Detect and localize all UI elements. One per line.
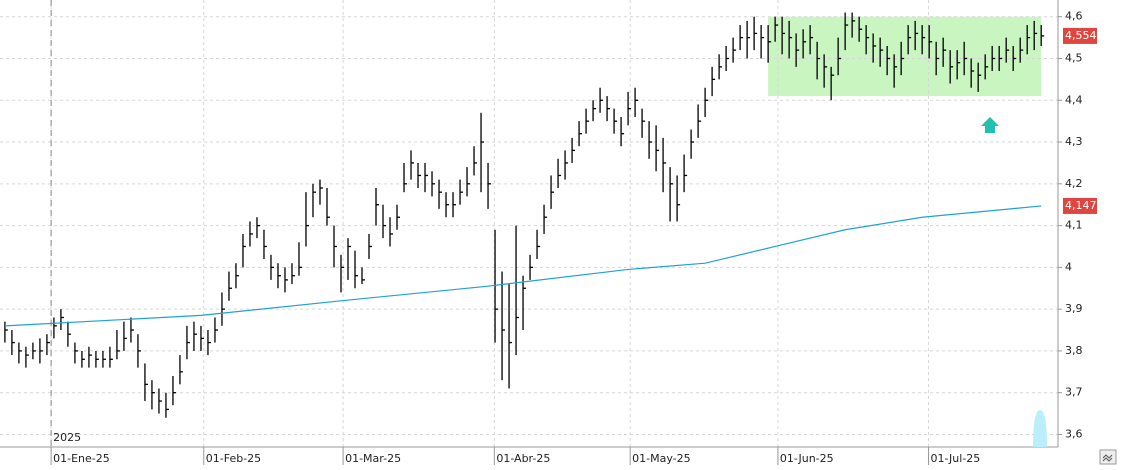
y-tick-label: 3,6 [1065, 427, 1083, 440]
y-tick-label: 3,9 [1065, 302, 1083, 315]
x-tick-label: 01-Jun-25 [780, 452, 834, 465]
x-tick-label: 01-May-25 [632, 452, 690, 465]
y-tick-label: 3,7 [1065, 386, 1083, 399]
volume-blob [1033, 410, 1047, 447]
y-tick-label: 4,3 [1065, 135, 1083, 148]
y-tick-label: 4,1 [1065, 219, 1083, 232]
scroll-icon [1102, 454, 1113, 462]
price-label: 4,147 [1065, 199, 1097, 212]
y-tick-label: 4,6 [1065, 10, 1083, 23]
price-label-box [1063, 197, 1097, 214]
highlight-box [768, 16, 1042, 97]
price-label: 4,554 [1065, 29, 1097, 42]
year-label: 2025 [53, 431, 81, 444]
up-arrow [981, 117, 999, 133]
y-tick-label: 4 [1065, 260, 1072, 273]
moving-average [4, 205, 1042, 327]
price-label-box [1063, 27, 1097, 44]
x-tick-label: 01-Jul-25 [930, 452, 980, 465]
x-tick-label: 01-Feb-25 [206, 452, 261, 465]
y-tick-label: 4,5 [1065, 51, 1083, 64]
x-tick-label: 01-Abr-25 [496, 452, 550, 465]
x-tick-label: 01-Ene-25 [53, 452, 110, 465]
y-tick-label: 4,4 [1065, 93, 1083, 106]
y-tick-label: 3,8 [1065, 344, 1083, 357]
y-tick-label: 4,2 [1065, 177, 1083, 190]
x-tick-label: 01-Mar-25 [345, 452, 401, 465]
